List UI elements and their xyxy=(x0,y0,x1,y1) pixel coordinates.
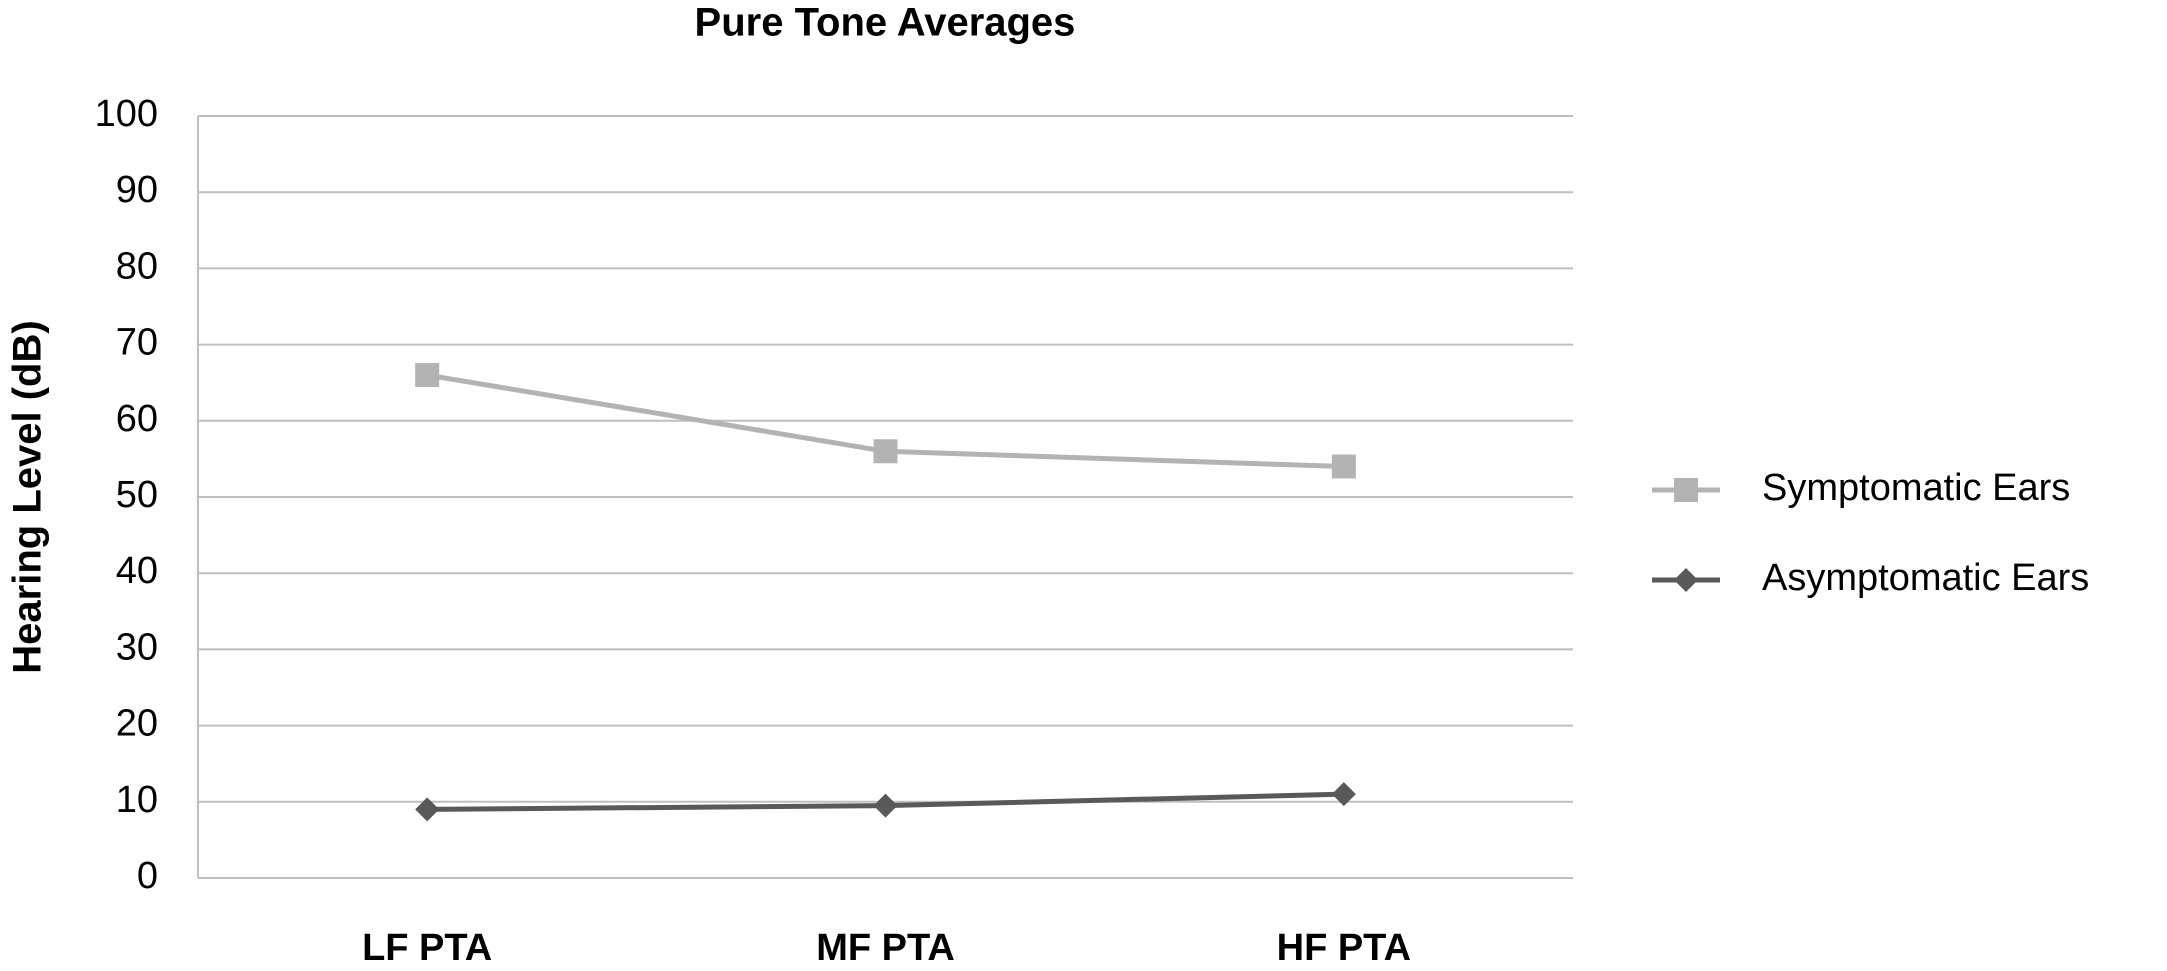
x-tick-label: LF PTA xyxy=(362,927,492,969)
y-tick-label: 80 xyxy=(116,245,158,287)
legend-marker xyxy=(1674,568,1698,592)
data-point xyxy=(415,797,440,822)
y-tick-label: 0 xyxy=(137,855,158,897)
y-tick-label: 60 xyxy=(116,398,158,440)
data-point xyxy=(415,363,440,388)
chart-title: Pure Tone Averages xyxy=(695,1,1076,45)
y-tick-label: 40 xyxy=(116,550,158,592)
x-tick-label: HF PTA xyxy=(1277,927,1411,969)
y-tick-label: 100 xyxy=(95,93,158,135)
data-point xyxy=(1331,782,1356,807)
legend-marker xyxy=(1674,478,1698,502)
y-axis-label: Hearing Level (dB) xyxy=(6,320,50,673)
legend-label: Symptomatic Ears xyxy=(1762,467,2070,509)
y-tick-label: 70 xyxy=(116,322,158,364)
y-tick-label: 30 xyxy=(116,626,158,668)
y-tick-label: 90 xyxy=(116,169,158,211)
y-tick-label: 10 xyxy=(116,779,158,821)
legend-label: Asymptomatic Ears xyxy=(1762,557,2089,599)
data-point xyxy=(873,439,898,464)
y-tick-label: 20 xyxy=(116,703,158,745)
y-tick-label: 50 xyxy=(116,474,158,516)
x-tick-label: MF PTA xyxy=(816,927,955,969)
data-point xyxy=(873,793,898,818)
data-point xyxy=(1331,454,1356,479)
